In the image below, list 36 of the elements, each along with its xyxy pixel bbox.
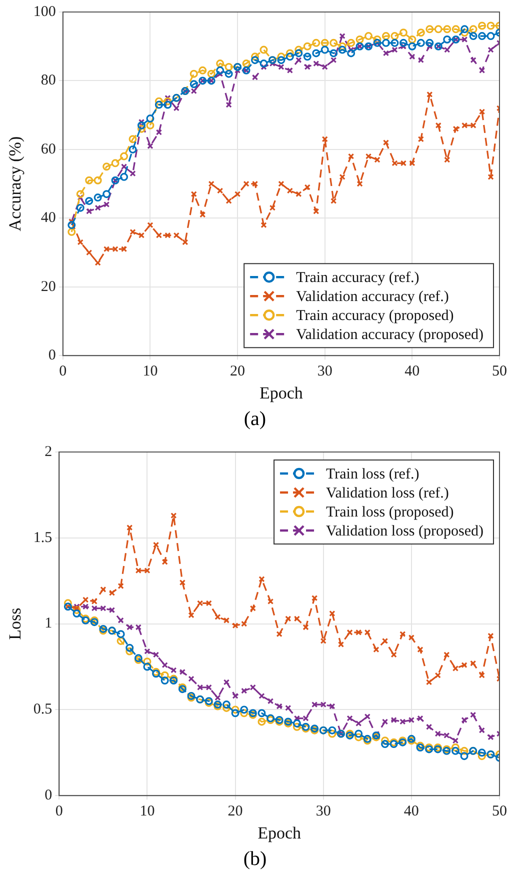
legend-label: Validation loss (ref.) bbox=[326, 485, 449, 502]
x-tick-label: 10 bbox=[142, 364, 158, 380]
y-tick-label: 1.5 bbox=[33, 530, 52, 546]
legend-label: Train loss (ref.) bbox=[326, 466, 420, 482]
x-tick-label: 20 bbox=[230, 364, 246, 380]
x-tick-label: 0 bbox=[59, 364, 67, 380]
x-tick-label: 10 bbox=[140, 804, 155, 820]
legend-label: Train loss (proposed) bbox=[326, 504, 454, 520]
y-tick-label: 0 bbox=[48, 348, 56, 364]
x-axis-title: Epoch bbox=[259, 383, 304, 402]
y-tick-label: 60 bbox=[40, 141, 56, 158]
x-tick-label: 20 bbox=[228, 804, 243, 820]
legend-label: Validation loss (proposed) bbox=[326, 523, 484, 540]
y-axis-title: Accuracy (%) bbox=[6, 136, 25, 232]
y-tick-label: 80 bbox=[40, 72, 56, 89]
text: (b) bbox=[242, 847, 268, 872]
x-tick-label: 40 bbox=[404, 804, 419, 820]
x-tick-label: 50 bbox=[492, 364, 507, 380]
x-tick-label: 50 bbox=[492, 804, 507, 820]
x-tick-label: 40 bbox=[404, 364, 420, 380]
y-tick-label: 2 bbox=[44, 444, 52, 460]
legend-label: Validation accuracy (ref.) bbox=[296, 289, 449, 306]
y-tick-label: 100 bbox=[33, 4, 56, 20]
x-tick-label: 30 bbox=[317, 364, 332, 380]
x-tick-label: 30 bbox=[316, 804, 331, 820]
x-axis-title: Epoch bbox=[258, 823, 302, 842]
text: (a) bbox=[242, 407, 268, 432]
y-tick-label: 1 bbox=[44, 616, 52, 632]
legend-label: Validation accuracy (proposed) bbox=[296, 327, 484, 344]
y-tick-label: 0 bbox=[44, 788, 52, 804]
legend-label: Train accuracy (ref.) bbox=[296, 270, 420, 286]
y-tick-label: 40 bbox=[40, 210, 56, 226]
legend-label: Train accuracy (proposed) bbox=[296, 308, 454, 324]
y-axis-title: Loss bbox=[6, 608, 25, 640]
y-tick-label: 20 bbox=[40, 278, 56, 295]
y-tick-label: 0.5 bbox=[33, 702, 52, 718]
